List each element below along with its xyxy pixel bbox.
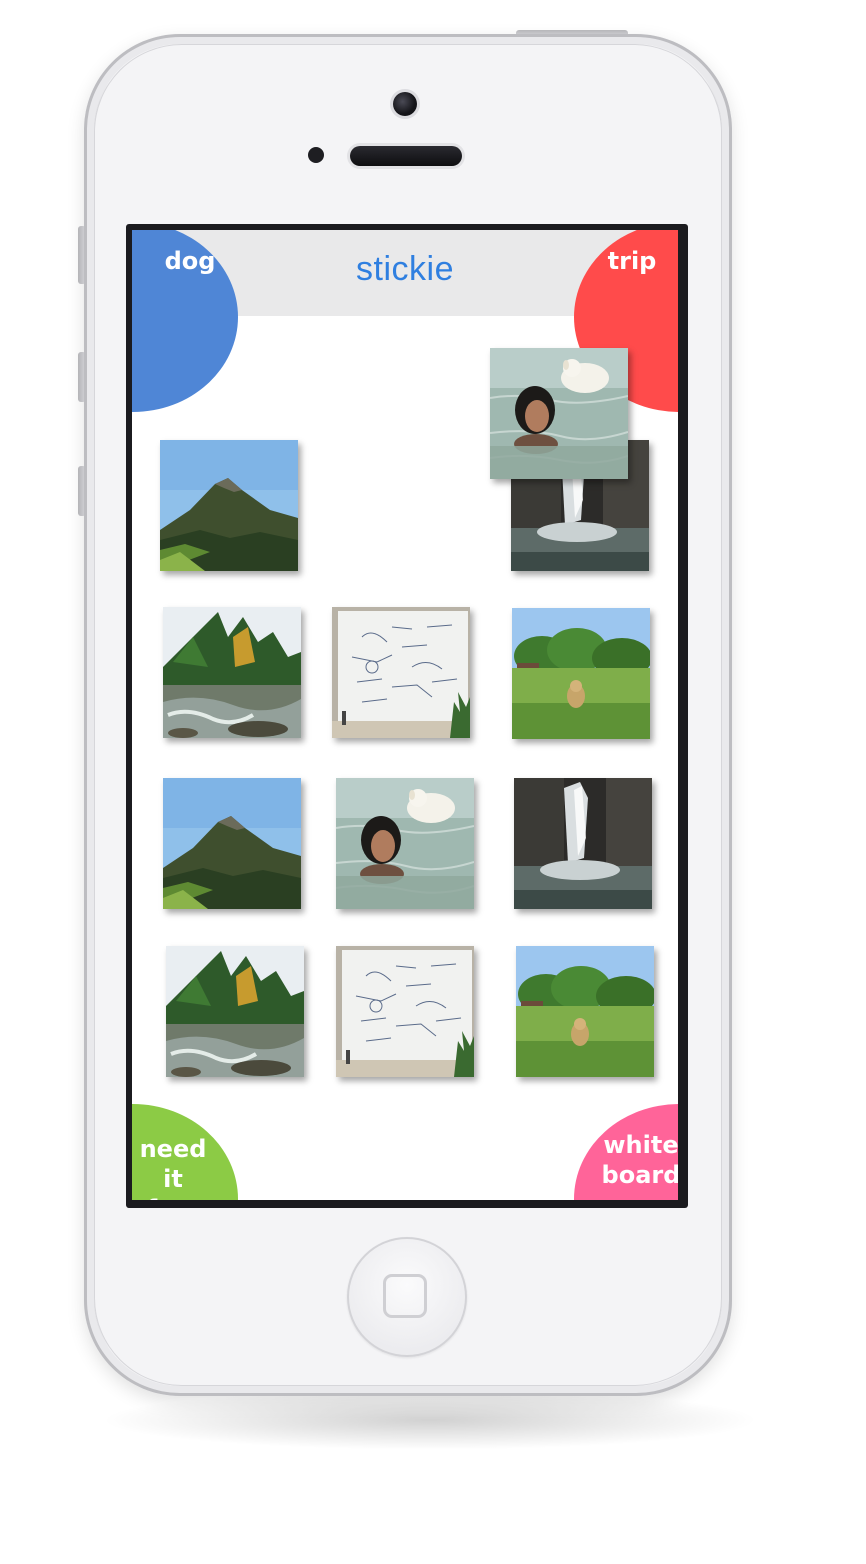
photo-dog-meadow[interactable] bbox=[512, 608, 650, 739]
photo-dog-meadow[interactable] bbox=[516, 946, 654, 1077]
category-need-it-fast-label: need it fast bbox=[132, 1134, 218, 1200]
photo-woman-dog-swimming-dragging[interactable] bbox=[490, 348, 628, 479]
app-title: stickie bbox=[356, 250, 454, 288]
category-white-board-line2: board bbox=[601, 1161, 678, 1189]
proximity-sensor bbox=[308, 147, 324, 163]
photo-woman-dog-swimming[interactable] bbox=[336, 778, 474, 909]
home-button-icon bbox=[383, 1274, 427, 1318]
category-need-it-fast-button[interactable]: need it fast bbox=[132, 1104, 238, 1200]
photo-whiteboard[interactable] bbox=[336, 946, 474, 1077]
category-dog-button[interactable]: dog bbox=[132, 230, 238, 412]
home-button[interactable] bbox=[347, 1237, 467, 1357]
photo-river-trees[interactable] bbox=[163, 607, 301, 738]
photo-river-trees[interactable] bbox=[166, 946, 304, 1077]
volume-up-button bbox=[78, 352, 86, 402]
category-white-board-label: white board bbox=[598, 1130, 678, 1190]
photo-mountain[interactable] bbox=[160, 440, 298, 571]
category-need-it-fast-line2: fast bbox=[132, 1194, 218, 1200]
category-trip-label: trip bbox=[607, 247, 657, 275]
volume-down-button bbox=[78, 466, 86, 516]
mute-switch bbox=[78, 226, 86, 284]
phone-shadow bbox=[100, 1390, 760, 1450]
front-camera bbox=[393, 92, 417, 116]
photo-whiteboard[interactable] bbox=[332, 607, 470, 738]
category-need-it-fast-line1: need it bbox=[139, 1135, 207, 1193]
earpiece-speaker bbox=[350, 146, 462, 166]
category-dog-label: dog bbox=[164, 247, 216, 275]
photo-waterfall[interactable] bbox=[514, 778, 652, 909]
category-white-board-line1: white bbox=[603, 1131, 678, 1159]
category-white-board-button[interactable]: white board bbox=[574, 1104, 678, 1200]
app-screen: stickie dog trip need it fast bbox=[132, 230, 678, 1200]
photo-mountain[interactable] bbox=[163, 778, 301, 909]
